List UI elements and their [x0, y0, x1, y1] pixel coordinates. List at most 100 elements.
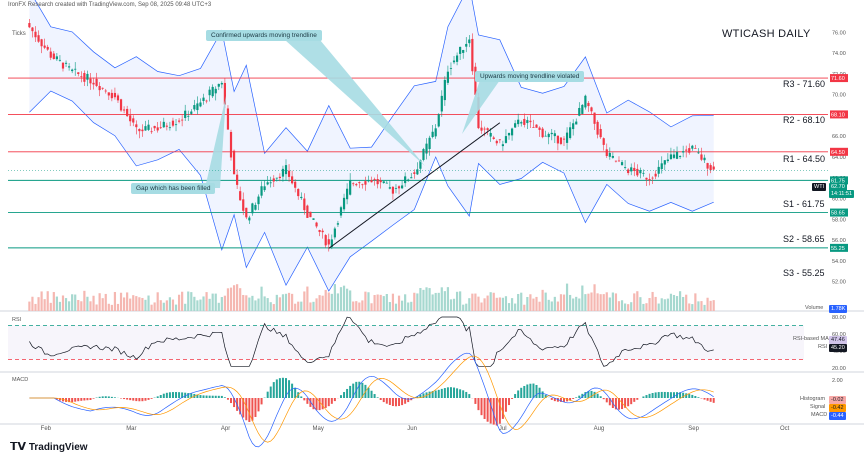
macd-histogram-bar [468, 394, 471, 398]
macd-histogram-bar [648, 393, 651, 398]
macd-histogram-bar [391, 398, 394, 407]
macd-histogram-bar [327, 398, 330, 407]
candle-body [648, 179, 651, 181]
candle-body [510, 128, 514, 136]
candle-body [43, 45, 46, 48]
candle-body [132, 118, 135, 123]
macd-histogram-bar [679, 392, 682, 398]
callout-confirmed-trendline: Confirmed upwards moving trendline [206, 30, 322, 41]
volume-bar [199, 299, 202, 311]
candle-body [410, 177, 413, 179]
volume-bar [193, 296, 196, 311]
volume-bar [627, 304, 630, 311]
candle-body [364, 181, 367, 185]
candle-body [517, 119, 520, 125]
price-last-tag: 62.70 [829, 183, 847, 191]
candle-body [498, 139, 501, 141]
volume-bar [697, 301, 700, 311]
macd-histogram-bar [361, 382, 364, 398]
volume-bar [636, 291, 639, 311]
candle-body [242, 199, 245, 211]
macd-histogram-bar [217, 395, 220, 398]
macd-histogram-bar [663, 391, 666, 398]
y-tick-label: 70.00 [832, 93, 846, 99]
y-tick-label: 64.00 [832, 155, 846, 161]
macd-histogram-bar [608, 398, 611, 406]
macd-histogram-bar [605, 398, 608, 403]
volume-bar [455, 291, 459, 311]
volume-bar [376, 294, 379, 311]
macd-histogram-bar [245, 398, 248, 421]
volume-bar [623, 303, 627, 311]
macd-histogram-bar [239, 398, 242, 415]
volume-bar [92, 295, 95, 311]
macd-histogram-bar [544, 394, 547, 398]
macd-histogram-bar [508, 398, 511, 406]
macd-histogram-bar [196, 394, 199, 398]
candle-body [177, 120, 181, 122]
macd-histogram-bar [184, 392, 187, 398]
macd-histogram-bar [178, 392, 181, 398]
y-tick-label: 56.00 [832, 238, 846, 244]
macd-histogram-bar [709, 398, 712, 402]
candle-body [89, 78, 92, 84]
candle-body [599, 128, 602, 138]
level-tag [830, 208, 848, 217]
macd-histogram-bar [578, 395, 581, 398]
volume-bar [397, 295, 401, 311]
volume-bar [226, 288, 230, 311]
candle-body [83, 73, 86, 82]
macd-histogram-bar [248, 398, 251, 422]
volume-bar [214, 293, 217, 311]
signal-value: -0.42 [829, 404, 846, 412]
volume-bar [617, 301, 621, 311]
macd-histogram-bar [208, 395, 211, 398]
macd-histogram-bar [428, 391, 431, 398]
macd-histogram-bar [691, 394, 694, 398]
volume-bar [89, 301, 92, 311]
candle-body [159, 127, 162, 129]
candle-body [49, 51, 52, 58]
macd-histogram-bar [226, 398, 229, 400]
candle-body [324, 235, 327, 246]
volume-bar [434, 292, 437, 311]
volume-bar [315, 298, 318, 311]
candle-body [514, 123, 517, 128]
x-tick-label: Aug [594, 426, 605, 432]
candle-body [77, 72, 80, 75]
macd-histogram-bar [269, 386, 272, 398]
volume-bar [480, 302, 483, 311]
volume-bar [181, 291, 184, 311]
macd-histogram-bar [113, 397, 116, 398]
attribution: IronFX Research created with TradingView… [8, 2, 212, 8]
volume-bar [492, 292, 495, 311]
macd-histogram-bar [330, 398, 333, 404]
candle-body [462, 49, 465, 53]
rsi-value: 45.20 [829, 344, 847, 352]
macd-histogram-bar [260, 398, 263, 405]
macd-histogram-bar [168, 392, 171, 398]
candle-body [153, 125, 156, 129]
macd-histogram-bar [624, 398, 627, 408]
candle-body [379, 180, 382, 183]
volume-bar [141, 297, 144, 311]
macd-histogram-bar [676, 392, 679, 398]
volume-bar [135, 296, 138, 311]
candle-body [706, 163, 709, 169]
macd-pane-label: MACD [12, 377, 29, 383]
macd-histogram-bar [199, 395, 202, 398]
macd-histogram-bar [107, 396, 110, 398]
bollinger-band-fill [29, 0, 714, 291]
candle-body [184, 110, 187, 118]
volume-bar [587, 293, 590, 311]
volume-bar [535, 296, 538, 311]
volume-bar [52, 292, 55, 311]
macd-histogram-bar [135, 398, 138, 402]
candle-body [138, 128, 141, 132]
macd-histogram-bar [129, 398, 132, 401]
candle-body [297, 188, 300, 197]
volume-bar [122, 297, 126, 311]
volume-bar [31, 296, 34, 311]
candle-body [556, 135, 559, 144]
volume-bar [211, 293, 214, 311]
